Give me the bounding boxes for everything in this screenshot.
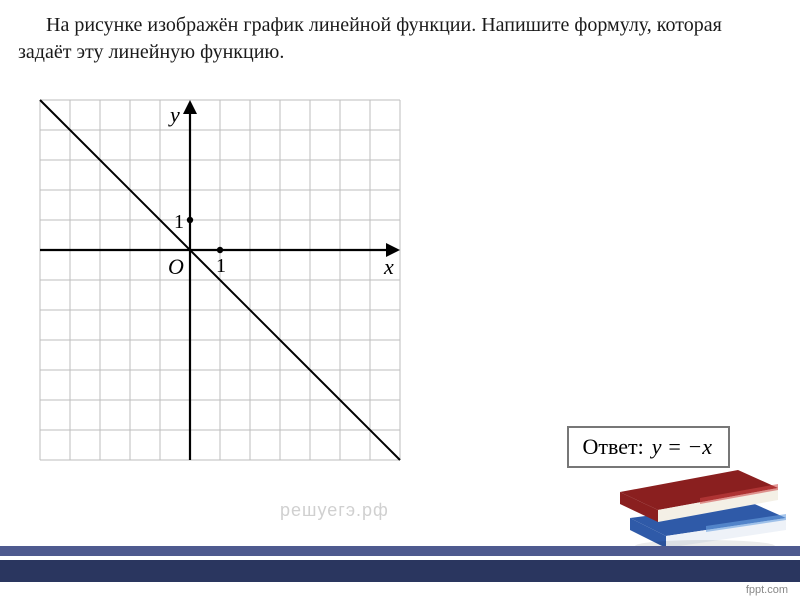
footer-svg [0, 546, 800, 582]
footer-stripes [0, 546, 800, 582]
svg-text:x: x [383, 254, 394, 279]
books-decor [610, 440, 790, 550]
svg-text:1: 1 [174, 211, 184, 233]
question-line1: На рисунке изображён график линейной фун… [18, 12, 782, 39]
books-svg [610, 440, 790, 550]
question-text: На рисунке изображён график линейной фун… [0, 0, 800, 72]
svg-text:O: O [168, 254, 184, 279]
svg-text:y: y [168, 102, 180, 127]
chart-svg: y x O 1 1 [30, 90, 410, 470]
svg-text:1: 1 [216, 255, 226, 277]
question-line2: задаёт эту линейную функцию. [18, 41, 284, 63]
watermark: решуегэ.рф [280, 500, 389, 521]
linear-chart: y x O 1 1 [30, 90, 800, 475]
footer-brand: fppt.com [746, 584, 788, 596]
